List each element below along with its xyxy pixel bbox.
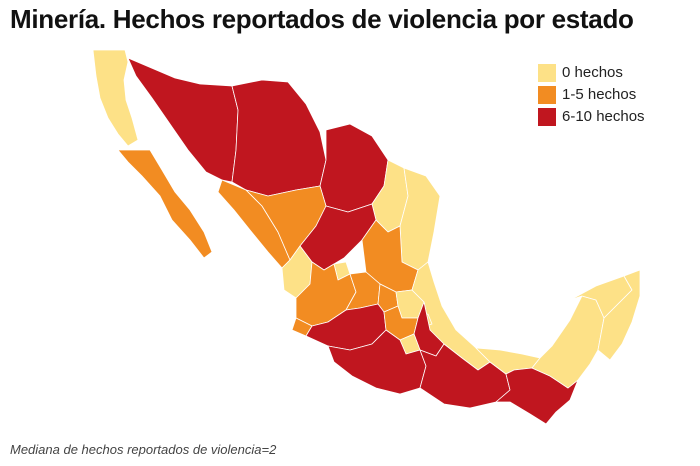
map-legend: 0 hechos 1-5 hechos 6-10 hechos bbox=[538, 62, 645, 128]
state-baja-california-sur[interactable] bbox=[117, 149, 213, 259]
legend-item-0: 0 hechos bbox=[538, 62, 645, 83]
chart-title: Minería. Hechos reportados de violencia … bbox=[10, 4, 634, 34]
legend-label-2: 6-10 hechos bbox=[562, 108, 645, 125]
legend-swatch-0 bbox=[538, 63, 556, 82]
state-sonora[interactable] bbox=[127, 57, 239, 183]
mexico-map bbox=[0, 40, 700, 440]
legend-label-1: 1-5 hechos bbox=[562, 86, 637, 103]
legend-item-2: 6-10 hechos bbox=[538, 106, 645, 127]
footnote: Mediana de hechos reportados de violenci… bbox=[10, 442, 277, 457]
legend-swatch-1 bbox=[538, 85, 556, 104]
legend-swatch-2 bbox=[538, 107, 556, 126]
state-baja-california[interactable] bbox=[92, 49, 139, 147]
legend-label-0: 0 hechos bbox=[562, 64, 623, 81]
state-chihuahua[interactable] bbox=[231, 79, 327, 197]
state-tamaulipas[interactable] bbox=[399, 167, 441, 271]
legend-item-1: 1-5 hechos bbox=[538, 84, 645, 105]
state-quintana-roo[interactable] bbox=[597, 269, 641, 361]
mexico-map-svg bbox=[92, 49, 641, 425]
